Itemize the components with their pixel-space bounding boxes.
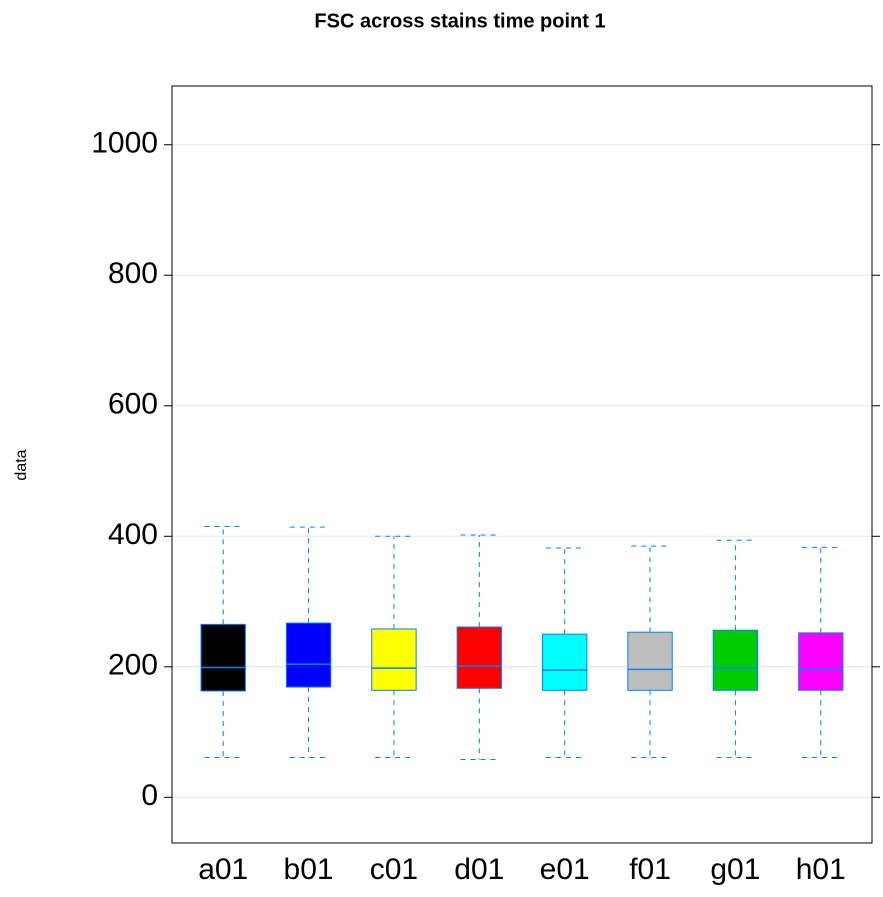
x-tick-label: h01: [796, 853, 846, 886]
y-axis-label: data: [13, 449, 30, 480]
x-tick-label: e01: [540, 853, 590, 886]
box: [712, 629, 759, 691]
plot-frame: [171, 85, 873, 844]
y-tick-label: 800: [108, 257, 158, 290]
chart-title: FSC across stains time point 1: [314, 10, 605, 32]
x-tick-label: g01: [710, 853, 760, 886]
x-tick-label: c01: [370, 853, 418, 886]
box: [456, 626, 503, 689]
x-tick-label: b01: [284, 853, 334, 886]
x-tick-label: d01: [454, 853, 504, 886]
y-tick-label: 0: [141, 779, 158, 812]
y-tick-label: 200: [108, 649, 158, 682]
y-tick-label: 600: [108, 388, 158, 421]
x-tick-label: a01: [198, 853, 248, 886]
y-tick-label: 400: [108, 518, 158, 551]
box: [798, 632, 844, 691]
box: [627, 631, 673, 691]
x-tick-label: f01: [629, 853, 671, 886]
box: [285, 622, 332, 688]
y-tick-label: 1000: [91, 127, 158, 160]
box: [371, 628, 417, 691]
box: [200, 623, 246, 692]
box: [541, 633, 588, 691]
